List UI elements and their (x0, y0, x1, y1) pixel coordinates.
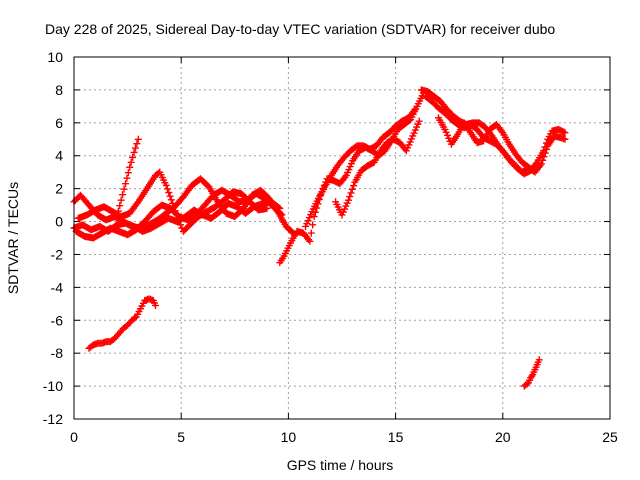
y-tick-label: -6 (51, 312, 64, 328)
data-point (127, 158, 135, 166)
data-point (120, 185, 128, 193)
x-tick-label: 5 (177, 429, 185, 445)
data-point (415, 117, 423, 125)
y-tick-label: 2 (55, 181, 63, 197)
y-tick-label: 10 (47, 49, 63, 65)
y-tick-label: -12 (43, 411, 63, 427)
x-tick-label: 25 (602, 429, 618, 445)
data-point (151, 301, 159, 309)
data-point (348, 185, 356, 193)
x-tick-label: 20 (495, 429, 511, 445)
series-track-10 (417, 86, 569, 178)
chart-title: Day 228 of 2025, Sidereal Day-to-day VTE… (45, 21, 555, 37)
series-track-7 (276, 89, 427, 267)
tick-layer (73, 56, 611, 420)
data-point (162, 181, 170, 189)
data-point (541, 149, 549, 157)
x-tick-label: 0 (70, 429, 78, 445)
y-tick-label: 4 (55, 148, 63, 164)
data-point (306, 237, 314, 245)
data-point (126, 163, 134, 171)
data-point (121, 180, 129, 188)
data-point (523, 380, 531, 388)
y-axis-title: SDTVAR / TECUs (5, 182, 21, 294)
data-point (277, 210, 285, 218)
plot-frame (73, 56, 611, 420)
data-point (171, 207, 179, 215)
data-point (130, 148, 138, 156)
data-point (350, 182, 358, 190)
data-point (523, 162, 531, 170)
x-tick-label: 15 (388, 429, 404, 445)
data-point (113, 213, 121, 221)
x-tick-label: 10 (281, 429, 297, 445)
data-point (116, 202, 124, 210)
y-tick-label: 6 (55, 115, 63, 131)
data-point (172, 210, 180, 218)
data-point (525, 163, 533, 171)
data-point (275, 203, 283, 211)
data-point (114, 207, 122, 215)
data-point (535, 356, 543, 364)
y-tick-label: -4 (51, 279, 64, 295)
data-point (131, 144, 139, 152)
data-point (131, 314, 139, 322)
data-point (537, 160, 545, 168)
data-point (123, 174, 131, 182)
series-track-11 (422, 92, 569, 176)
data-point (124, 169, 132, 177)
data-point (411, 106, 419, 114)
data-point (166, 192, 174, 200)
data-point (347, 189, 355, 197)
data-point (134, 135, 142, 143)
data-point (170, 203, 178, 211)
data-point (165, 189, 173, 197)
data-point (539, 156, 547, 164)
data-point (307, 229, 315, 237)
data-point (561, 129, 569, 137)
data-point (117, 196, 125, 204)
x-axis-title: GPS time / hours (287, 457, 394, 473)
series-track-12 (434, 114, 533, 171)
data-point (129, 153, 137, 161)
grid-layer (74, 57, 610, 419)
data-point (276, 204, 284, 212)
series-track-3 (74, 168, 271, 235)
y-tick-label: 8 (55, 82, 63, 98)
data-point (167, 196, 175, 204)
y-tick-label: -10 (43, 378, 63, 394)
series-track-5 (113, 135, 142, 221)
data-point (561, 135, 569, 143)
y-tick-label: -2 (51, 246, 64, 262)
series-track-9 (332, 117, 423, 219)
tick-label-layer: 0 5 10 15 20 25 -12 -10 -8 -6 -4 -2 0 2 4 6 8 10 (43, 49, 618, 445)
data-point (540, 153, 548, 161)
data-point (169, 199, 177, 207)
data-point-layer (70, 86, 569, 390)
series-track-8 (302, 106, 419, 230)
data-point (278, 211, 286, 219)
data-point (119, 191, 127, 199)
y-tick-label: -8 (51, 345, 64, 361)
data-point (163, 185, 171, 193)
data-point (344, 196, 352, 204)
data-point (346, 193, 354, 201)
series-track-13 (520, 356, 543, 390)
data-point (133, 140, 141, 148)
series-track-6 (85, 295, 159, 352)
data-point (543, 145, 551, 153)
y-tick-label: 0 (55, 214, 63, 230)
data-point (309, 221, 317, 229)
